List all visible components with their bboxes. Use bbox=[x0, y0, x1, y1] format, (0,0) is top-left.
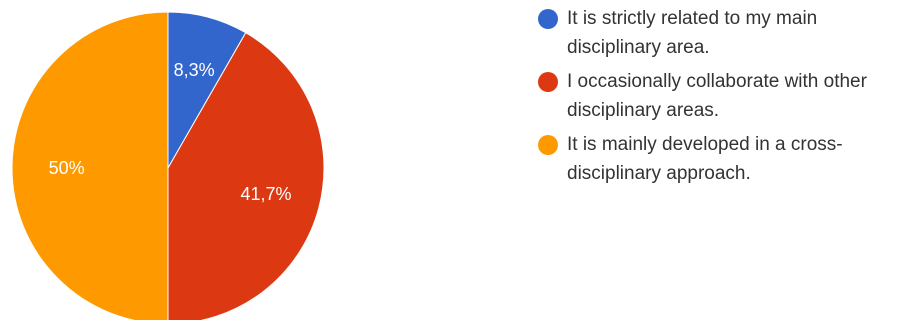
pie-slice-occasionally-collaborate[interactable] bbox=[167, 32, 325, 320]
legend-item-strictly-related[interactable]: It is strictly related to my main discip… bbox=[538, 4, 896, 62]
legend-label-strictly-related: It is strictly related to my main discip… bbox=[567, 8, 818, 58]
legend-marker-occasionally-collaborate bbox=[538, 72, 558, 92]
legend-label-cross-disciplinary: It is mainly developed in a cross-discip… bbox=[567, 134, 843, 184]
legend-item-cross-disciplinary[interactable]: It is mainly developed in a cross-discip… bbox=[538, 130, 896, 188]
pie-slice-labels: 8,3% 41,7% 50% bbox=[49, 60, 292, 204]
legend-marker-cross-disciplinary bbox=[538, 135, 558, 155]
chart-legend: It is strictly related to my main discip… bbox=[538, 4, 896, 193]
slice-label-cross-disciplinary: 50% bbox=[49, 158, 85, 178]
slice-label-strictly-related: 8,3% bbox=[174, 60, 215, 80]
slice-label-occasionally-collaborate: 41,7% bbox=[240, 184, 291, 204]
legend-item-occasionally-collaborate[interactable]: I occasionally collaborate with other di… bbox=[538, 67, 896, 125]
pie-slices bbox=[11, 11, 325, 320]
pie-chart: 8,3% 41,7% 50% bbox=[11, 11, 325, 320]
pie-slice-cross-disciplinary[interactable] bbox=[11, 11, 169, 320]
legend-label-occasionally-collaborate: I occasionally collaborate with other di… bbox=[567, 71, 867, 121]
legend-marker-strictly-related bbox=[538, 9, 558, 29]
